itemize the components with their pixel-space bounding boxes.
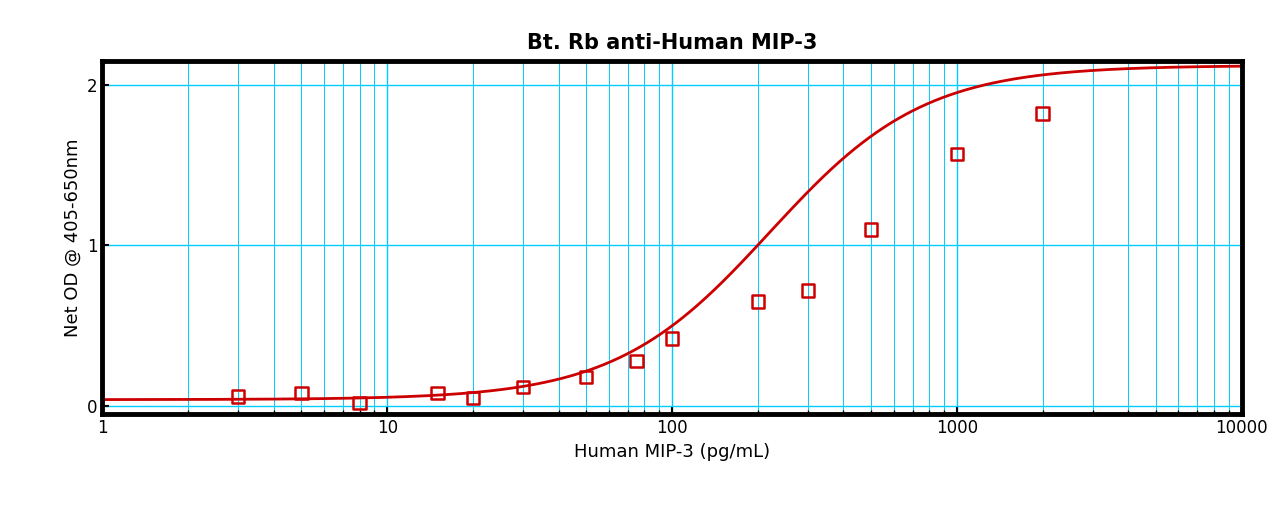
Point <box>513 383 534 391</box>
Point <box>748 297 768 306</box>
Point <box>349 399 370 407</box>
Point <box>1032 110 1052 118</box>
Point <box>797 286 818 294</box>
Point <box>946 150 968 158</box>
Point <box>228 392 248 400</box>
Point <box>861 225 882 233</box>
Title: Bt. Rb anti-Human MIP-3: Bt. Rb anti-Human MIP-3 <box>527 33 817 54</box>
Point <box>576 373 596 381</box>
X-axis label: Human MIP-3 (pg/mL): Human MIP-3 (pg/mL) <box>573 442 771 461</box>
Point <box>292 389 312 397</box>
Point <box>662 334 682 342</box>
Point <box>626 357 646 365</box>
Y-axis label: Net OD @ 405-650nm: Net OD @ 405-650nm <box>63 138 82 337</box>
Point <box>462 394 483 402</box>
Point <box>428 389 448 397</box>
